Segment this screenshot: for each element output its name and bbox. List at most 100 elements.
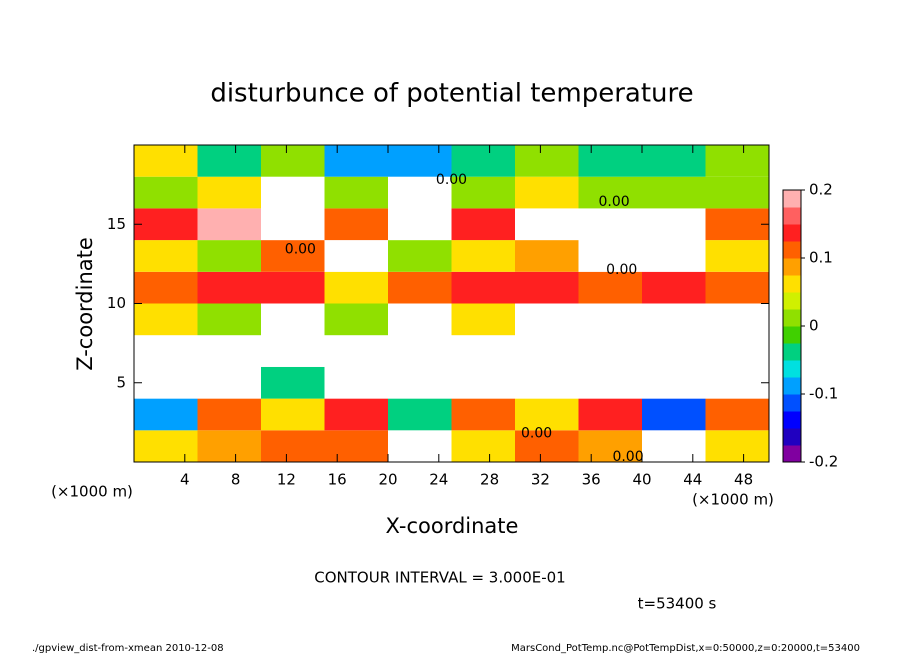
field-cell: [515, 176, 579, 209]
y-tick-label: 5: [116, 373, 126, 391]
field-cell: [134, 240, 198, 272]
field-cell: [705, 271, 769, 304]
contour-label: 0.00: [285, 242, 316, 258]
field-cell: [197, 176, 261, 209]
field-cell: [197, 145, 261, 177]
y-tick-label: 15: [107, 215, 126, 233]
x-tick-label: 44: [683, 471, 702, 489]
x-tick-label: 4: [180, 471, 190, 489]
field-cell: [324, 176, 388, 209]
colorbar-tick-label: -0.1: [809, 385, 838, 403]
field-cell: [388, 366, 452, 399]
field-cell: [324, 271, 388, 304]
field-cell: [388, 240, 452, 272]
field-cell: [451, 398, 515, 431]
field-cell: [642, 176, 706, 209]
field-cell: [388, 303, 452, 336]
field-cell: [642, 145, 706, 177]
field-cell: [197, 271, 261, 304]
field-cell: [578, 366, 642, 399]
field-cell: [388, 176, 452, 209]
field-cell: [515, 335, 579, 367]
colorbar-swatch: [783, 343, 801, 361]
field-cell: [642, 366, 706, 399]
field-cell: [515, 398, 579, 431]
colorbar-swatch: [783, 326, 801, 344]
colorbar-swatch: [783, 258, 801, 276]
field-cell: [451, 176, 515, 209]
x-tick-label: 8: [231, 471, 241, 489]
field-cell: [261, 145, 325, 177]
x-tick-label: 24: [429, 471, 448, 489]
field-cell: [134, 398, 198, 431]
colorbar-swatch: [783, 190, 801, 208]
field-cell: [578, 240, 642, 272]
colorbar-swatch: [783, 241, 801, 259]
contour-label: 0.00: [606, 262, 637, 278]
field-cell: [197, 303, 261, 336]
field-cell: [451, 366, 515, 399]
field-cell: [197, 240, 261, 272]
field-cell: [134, 430, 198, 462]
field-cell: [197, 366, 261, 399]
field-cell: [388, 145, 452, 177]
x-unit: (×1000 m): [692, 491, 774, 509]
field-cell: [642, 398, 706, 431]
field-cell: [515, 430, 579, 462]
field-cell: [134, 208, 198, 241]
x-tick-label: 36: [582, 471, 601, 489]
field-cell: [261, 176, 325, 209]
field-cell: [451, 303, 515, 336]
field-cell: [134, 271, 198, 304]
field-cell: [451, 208, 515, 241]
x-tick-label: 28: [480, 471, 499, 489]
field-cell: [515, 303, 579, 336]
x-tick-label: 12: [277, 471, 296, 489]
field-cell: [261, 430, 325, 462]
field-cell: [705, 398, 769, 431]
x-tick-label: 20: [378, 471, 397, 489]
field-cell: [578, 303, 642, 336]
field-cell: [261, 366, 325, 399]
field-cell: [515, 271, 579, 304]
colorbar-swatch: [783, 411, 801, 429]
field-cell: [388, 271, 452, 304]
field-cell: [197, 208, 261, 241]
field-cell: [388, 430, 452, 462]
field-cell: [642, 303, 706, 336]
field-cell: [642, 208, 706, 241]
field-cell: [451, 145, 515, 177]
field-cell: [515, 240, 579, 272]
field-cell: [324, 303, 388, 336]
field-cell: [261, 303, 325, 336]
field-cell: [451, 430, 515, 462]
x-axis-label: X-coordinate: [386, 514, 519, 538]
field-cell: [705, 240, 769, 272]
field-cell: [705, 303, 769, 336]
footer-left: ./gpview_dist-from-xmean 2010-12-08: [32, 643, 224, 654]
field-cell: [324, 430, 388, 462]
field-cell: [197, 335, 261, 367]
x-tick-label: 16: [328, 471, 347, 489]
field-cell: [578, 208, 642, 241]
colorbar-swatch: [783, 394, 801, 412]
y-axis-label: Z-coordinate: [73, 237, 97, 371]
field-cell: [642, 271, 706, 304]
field-cell: [324, 240, 388, 272]
field-cell: [515, 366, 579, 399]
field-cell: [705, 430, 769, 462]
contour-label: 0.00: [612, 449, 643, 465]
field-cell: [134, 303, 198, 336]
field-cell: [134, 145, 198, 177]
x-tick-label: 40: [632, 471, 651, 489]
colorbar-swatch: [783, 224, 801, 242]
field-cell: [388, 398, 452, 431]
colorbar-swatch: [783, 428, 801, 446]
colorbar-swatch: [783, 360, 801, 378]
field-cell: [451, 335, 515, 367]
field-cell: [261, 398, 325, 431]
contour-label: 0.00: [598, 194, 629, 210]
field-cell: [642, 430, 706, 462]
contour-label: 0.00: [521, 425, 552, 441]
field-cell: [261, 240, 325, 272]
